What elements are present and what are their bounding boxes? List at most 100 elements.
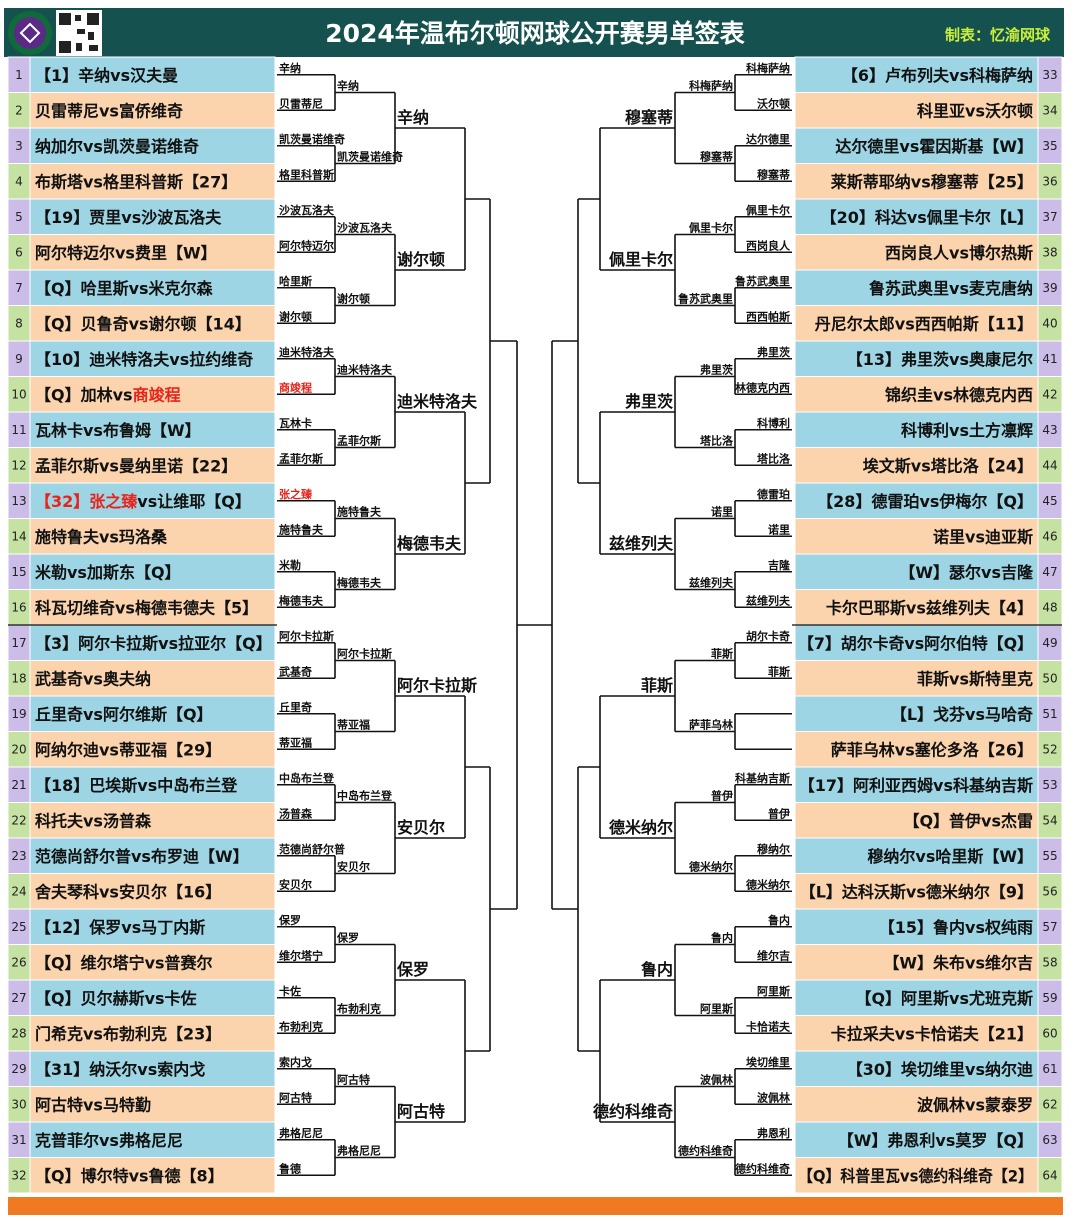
match-cell xyxy=(29,340,276,377)
player-name: 兹维列夫 xyxy=(746,593,791,607)
player-name: 阿里斯 xyxy=(700,1002,733,1016)
footer-bar xyxy=(8,1197,1063,1215)
player-name: 普伊 xyxy=(768,806,790,820)
match-label: 施特鲁夫vs玛洛桑 xyxy=(35,527,168,546)
row-number: 25 xyxy=(11,920,26,934)
player-name: 科梅萨纳 xyxy=(689,79,733,93)
player-name: 德约科维奇 xyxy=(593,1102,673,1121)
player-name: 德约科维奇 xyxy=(734,1161,790,1175)
player-name: 梅德韦夫 xyxy=(279,593,324,607)
match-label: 【Q】普伊vs杰雷 xyxy=(903,811,1033,830)
player-name: 米勒 xyxy=(278,558,301,572)
match-cell xyxy=(29,802,276,839)
player-name: 孟菲尔斯 xyxy=(337,434,381,448)
row-number: 17 xyxy=(11,636,26,650)
row-number: 33 xyxy=(1042,68,1057,82)
player-name: 蒂亚福 xyxy=(337,718,370,732)
match-label: 卡尔巴耶斯vs兹维列夫【4】 xyxy=(826,598,1033,617)
match-label: 【Q】维尔塔宁vs普赛尔 xyxy=(35,953,213,972)
player-name: 谢尔顿 xyxy=(397,250,445,269)
player-name: 波佩林 xyxy=(700,1073,733,1087)
player-name: 维尔塔宁 xyxy=(279,948,323,962)
player-name: 保罗 xyxy=(278,913,301,927)
match-label-part: 商竣程 xyxy=(133,385,181,404)
player-name: 阿尔特迈尔 xyxy=(279,238,334,252)
match-label: 阿纳尔迪vs蒂亚福【29】 xyxy=(35,740,221,759)
player-name: 瓦林卡 xyxy=(279,416,312,430)
logo-center xyxy=(14,17,46,49)
number-cell xyxy=(1037,873,1063,910)
match-label: 【L】达科沃斯vs德米纳尔【9】 xyxy=(800,882,1033,901)
match-cell xyxy=(29,589,276,626)
match-cell xyxy=(29,766,276,803)
player-name: 科博利 xyxy=(757,416,790,430)
match-label: 达尔德里vs霍因斯基【W】 xyxy=(835,137,1033,156)
player-name: 西岗良人 xyxy=(746,238,791,252)
row-number: 1 xyxy=(15,68,23,82)
match-label-part: 【Q】加林vs xyxy=(35,385,133,404)
match-label: 【Q】贝鲁奇vs谢尔顿【14】 xyxy=(35,314,251,333)
match-cell xyxy=(794,92,1039,129)
row-number: 38 xyxy=(1042,245,1057,259)
match-cell xyxy=(29,695,276,732)
row-number: 29 xyxy=(11,1062,26,1076)
player-name: 菲斯 xyxy=(641,676,673,695)
row-number: 49 xyxy=(1042,636,1057,650)
match-cell xyxy=(794,305,1039,342)
number-cell xyxy=(1037,660,1063,697)
row-number: 2 xyxy=(15,103,23,117)
row-number: 12 xyxy=(11,458,26,472)
match-label: 波佩林vs蒙泰罗 xyxy=(917,1095,1033,1114)
player-name: 穆塞蒂 xyxy=(625,108,673,127)
player-name: 普伊 xyxy=(711,789,733,803)
qr-dot xyxy=(76,43,82,51)
row-number: 32 xyxy=(11,1168,26,1182)
match-label: 【L】戈芬vs马哈奇 xyxy=(891,705,1033,724)
player-name: 凯茨曼诺维奇 xyxy=(279,132,345,146)
player-name: 阿尔卡拉斯 xyxy=(397,676,477,695)
match-label-part: vs让维耶【Q】 xyxy=(137,492,251,511)
player-name: 佩里卡尔 xyxy=(609,250,673,269)
match-label: 布斯塔vs格里科普斯【27】 xyxy=(35,172,237,191)
match-label: 孟菲尔斯vs曼纳里诺【22】 xyxy=(35,456,237,475)
logo xyxy=(8,11,52,55)
player-name: 阿尔卡拉斯 xyxy=(279,629,334,643)
player-name: 波佩林 xyxy=(757,1090,790,1104)
player-name: 卡佐 xyxy=(279,984,301,998)
row-number: 34 xyxy=(1042,103,1057,117)
row-number: 26 xyxy=(11,955,26,969)
player-name: 德米纳尔 xyxy=(745,877,790,891)
player-name: 哈里斯 xyxy=(279,274,312,288)
match-label-part: 【32】张之臻 xyxy=(35,492,138,511)
match-label: 丹尼尔太郎vs西西帕斯【11】 xyxy=(815,314,1033,333)
match-label: 【Q】加林vs商竣程 xyxy=(35,385,181,404)
player-name: 阿里斯 xyxy=(757,984,790,998)
player-name: 塔比洛 xyxy=(757,451,791,465)
match-label: 科博利vs土方凛辉 xyxy=(901,421,1033,440)
player-name: 安贝尔 xyxy=(279,877,312,891)
row-number: 61 xyxy=(1042,1062,1057,1076)
row-number: 19 xyxy=(11,707,26,721)
match-label: 范德尚舒尔普vs布罗迪【W】 xyxy=(35,847,249,866)
row-number: 11 xyxy=(11,423,26,437)
match-cell xyxy=(29,447,276,484)
match-cell xyxy=(794,1121,1039,1158)
row-number: 22 xyxy=(11,813,26,827)
row-number: 23 xyxy=(11,849,26,863)
match-cell xyxy=(29,518,276,555)
match-label: 【28】德雷珀vs伊梅尔【Q】 xyxy=(817,492,1033,511)
row-number: 15 xyxy=(11,565,26,579)
row-number: 24 xyxy=(11,884,26,898)
player-name: 汤普森 xyxy=(279,806,313,820)
match-label: 【30】埃切维里vs纳尔迪 xyxy=(847,1060,1033,1079)
match-label: 【3】阿尔卡拉斯vs拉亚尔【Q】 xyxy=(35,634,272,653)
row-number: 56 xyxy=(1042,884,1057,898)
number-cell xyxy=(1037,482,1063,519)
qr-eye xyxy=(87,13,99,25)
player-name: 阿尔卡拉斯 xyxy=(337,647,392,661)
row-number: 31 xyxy=(11,1133,26,1147)
match-cell xyxy=(794,873,1039,910)
match-label: 科瓦切维奇vs梅德韦德夫【5】 xyxy=(35,598,258,617)
match-label: 【Q】贝尔赫斯vs卡佐 xyxy=(35,989,197,1008)
match-label: 诺里vs迪亚斯 xyxy=(933,527,1033,546)
